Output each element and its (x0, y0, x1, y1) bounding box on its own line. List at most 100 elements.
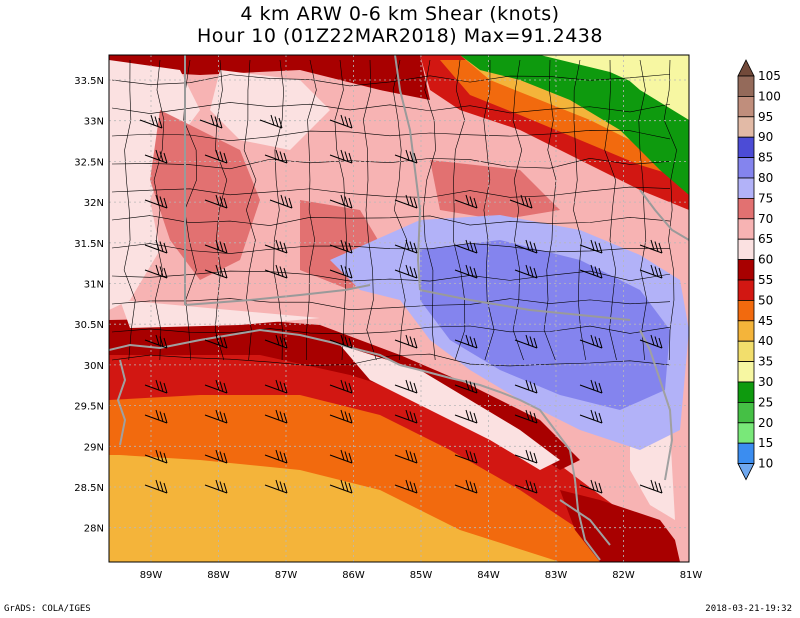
county-line (111, 73, 671, 87)
wind-barb (514, 409, 538, 424)
wind-barb (144, 149, 168, 164)
wind-barb (144, 194, 168, 209)
wind-barb (259, 114, 283, 129)
colorbar-bottom-arrow (737, 463, 755, 481)
colorbar-swatch (737, 442, 755, 465)
wind-barb (329, 479, 353, 494)
footer-credit: GrADS: COLA/IGES (4, 604, 91, 614)
wind-barb (514, 479, 538, 494)
wind-barb (394, 149, 418, 164)
county-line (111, 353, 671, 367)
county-line (111, 186, 671, 198)
wind-barb (204, 449, 228, 464)
county-line (123, 59, 136, 361)
colorbar-swatch (737, 381, 755, 403)
wind-barb (329, 114, 353, 129)
wind-barb (454, 194, 478, 209)
county-line (604, 59, 617, 361)
county-line (111, 102, 671, 114)
wind-barb (514, 239, 538, 254)
shear-fill-region (120, 300, 320, 328)
colorbar-level-label: 80 (758, 171, 773, 185)
county-line (111, 130, 671, 142)
colorbar-swatch (737, 279, 755, 301)
wind-barb (454, 334, 478, 349)
wind-barb (454, 479, 478, 494)
shear-fill-region (109, 360, 620, 562)
county-line (483, 59, 495, 361)
wind-barb (454, 264, 478, 279)
county-line (111, 270, 671, 282)
wind-barb (329, 449, 353, 464)
wind-barb (329, 194, 353, 209)
colorbar-level-label: 10 (758, 457, 773, 471)
colorbar-level-label: 55 (758, 273, 773, 287)
colorbar-swatch (737, 320, 755, 342)
colorbar-swatch (737, 136, 755, 158)
colorbar-level-label: 35 (758, 355, 773, 369)
wind-barb (394, 239, 418, 254)
colorbar-level-label: 105 (758, 69, 781, 83)
county-line (306, 59, 317, 361)
colorbar-swatch (737, 401, 755, 424)
longitude-label: 81W (680, 570, 703, 581)
colorbar-level-label: 45 (758, 314, 773, 328)
wind-barb (204, 194, 228, 209)
wind-barb (269, 194, 293, 209)
wind-barb (394, 479, 418, 494)
wind-barb (639, 479, 663, 494)
longitude-label: 88W (207, 570, 230, 581)
shear-fill-region (540, 55, 689, 110)
wind-barb (264, 334, 288, 349)
footer-timestamp: 2018-03-21-19:32 (705, 604, 792, 614)
colorbar-swatch (737, 218, 755, 240)
longitude-label: 87W (275, 570, 298, 581)
wind-barb (144, 334, 168, 349)
chart-title-line-2: Hour 10 (01Z22MAR2018) Max=91.2438 (197, 25, 603, 47)
shear-fill-region (150, 110, 260, 280)
wind-barb (264, 379, 288, 394)
county-line (153, 59, 165, 361)
wind-barb (204, 409, 228, 424)
wind-barb (579, 239, 603, 254)
colorbar-level-label: 40 (758, 334, 773, 348)
wind-barb (394, 449, 418, 464)
colorbar-level-label: 20 (758, 416, 773, 430)
wind-barb (204, 479, 228, 494)
wind-barb (204, 239, 228, 254)
wind-barb (329, 264, 353, 279)
wind-barb (394, 264, 418, 279)
shear-fill-region (109, 330, 660, 562)
wind-barb (264, 239, 288, 254)
wind-barb (514, 379, 538, 394)
county-line (273, 59, 284, 361)
longitude-label: 82W (612, 570, 635, 581)
wind-barb (579, 264, 603, 279)
wind-barb (514, 449, 538, 464)
map-frame-border (108, 54, 690, 563)
colorbar-level-label: 75 (758, 191, 773, 205)
county-line (392, 59, 408, 361)
wind-barb (204, 379, 228, 394)
county-line (334, 59, 347, 361)
longitude-tick-labels: 89W 88W 87W 86W 85W 84W 83W 82W 81W (140, 570, 703, 581)
colorbar-level-label: 25 (758, 395, 773, 409)
colorbar-swatch (737, 177, 755, 199)
colorbar-level-label: 90 (758, 130, 773, 144)
chart-title-line-1: 4 km ARW 0-6 km Shear (knots) (240, 3, 560, 25)
wind-barb (639, 239, 663, 254)
county-line (111, 158, 671, 170)
color-legend-bar: 10 15 20 25 30 35 40 45 50 55 60 65 70 75 80 85 90 95 100 1… (737, 59, 781, 481)
county-line (363, 59, 377, 361)
county-line (512, 59, 524, 361)
wind-barb (454, 449, 478, 464)
wind-barb (394, 379, 418, 394)
colorbar-level-label: 100 (758, 89, 781, 103)
wind-barb (144, 409, 168, 424)
wind-barb (394, 409, 418, 424)
wind-barb (639, 264, 663, 279)
wind-barb (199, 114, 223, 129)
colorbar-level-label: 95 (758, 110, 773, 124)
wind-barb (264, 409, 288, 424)
